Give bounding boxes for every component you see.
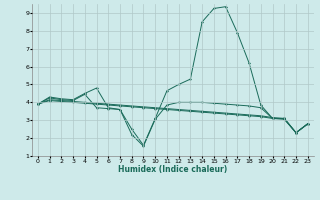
X-axis label: Humidex (Indice chaleur): Humidex (Indice chaleur): [118, 165, 228, 174]
